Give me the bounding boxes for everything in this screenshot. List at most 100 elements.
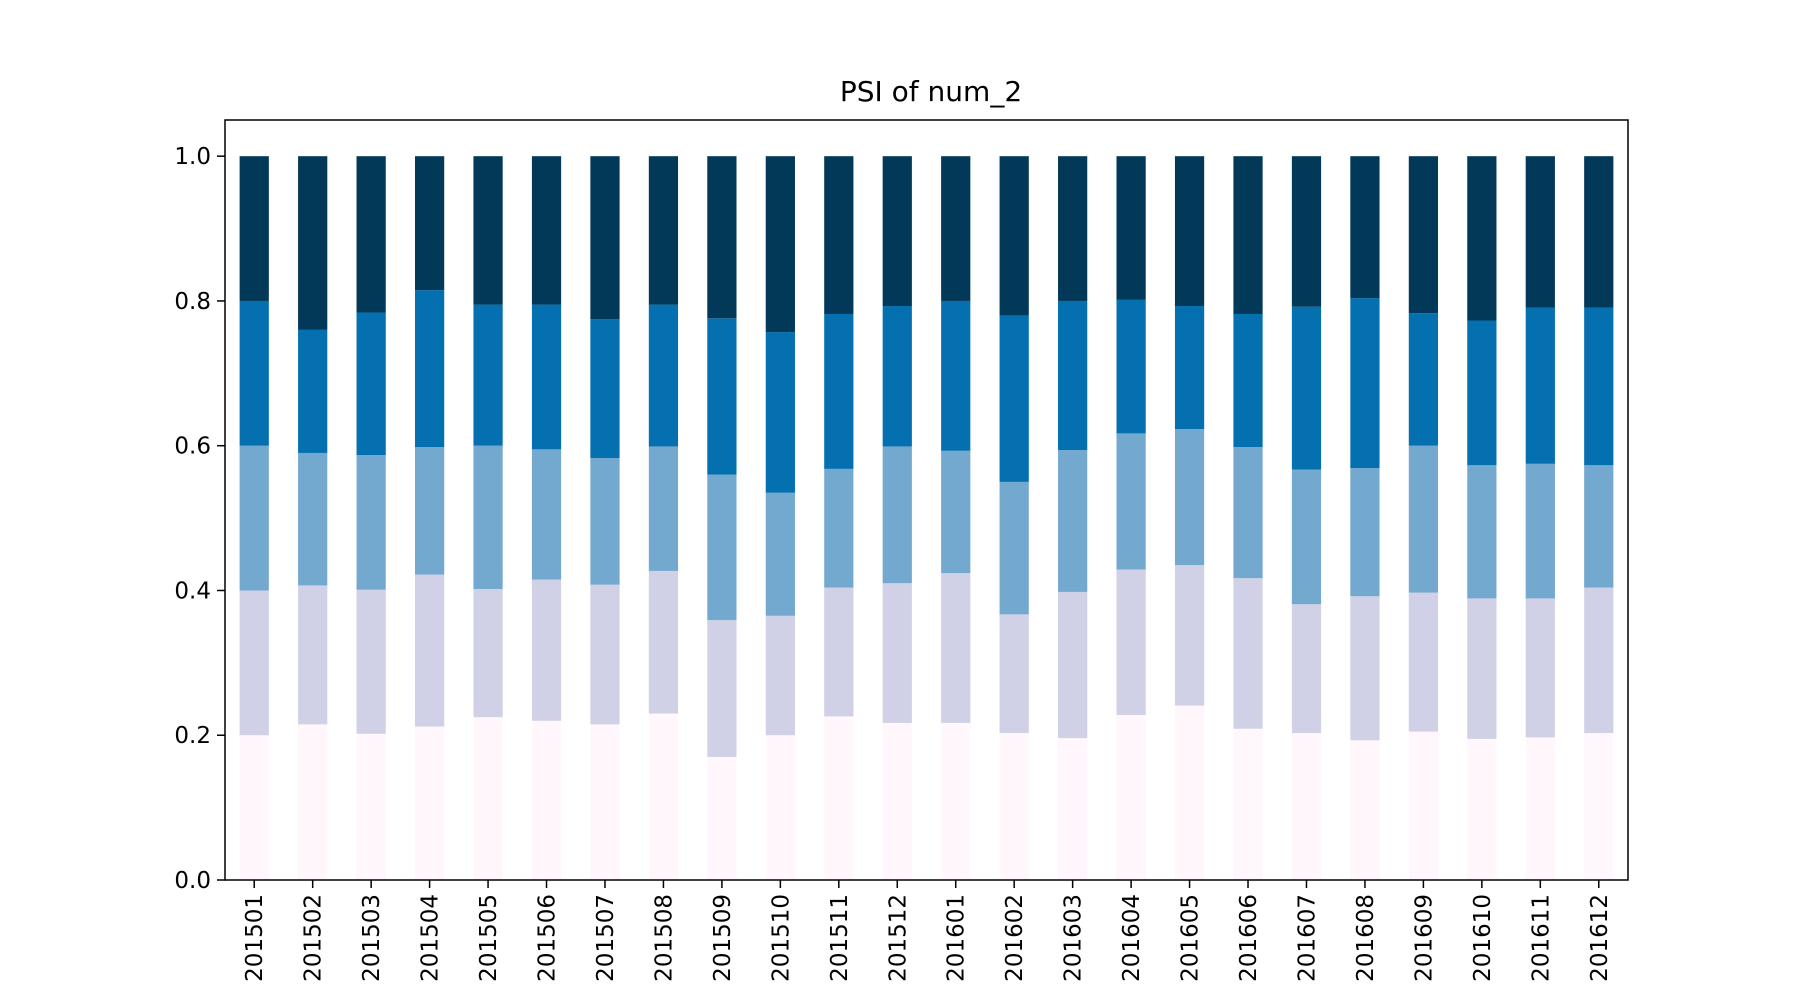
x-tick-label: 201602 — [1002, 894, 1028, 982]
bar-segment-201508-4 — [648, 304, 679, 447]
bar-segment-201511-5 — [824, 156, 854, 314]
bar-segment-201607-3 — [1291, 469, 1322, 605]
bar-segment-201511-4 — [824, 313, 854, 469]
bar-segment-201504-5 — [414, 156, 445, 291]
bar-segment-201501-5 — [239, 156, 269, 301]
bar-segment-201512-5 — [882, 156, 912, 307]
bar-segment-201610-5 — [1467, 156, 1497, 321]
bar-segment-201601-1 — [941, 722, 971, 880]
bar-segment-201502-4 — [298, 329, 328, 453]
bar-segment-201512-1 — [882, 722, 912, 880]
bar-segment-201501-2 — [239, 590, 269, 736]
bar-segment-201502-3 — [298, 452, 328, 586]
bar-segment-201505-2 — [473, 589, 503, 718]
y-axis: 0.0 0.2 0.4 0.6 0.8 1.0 — [174, 144, 225, 894]
bar-segment-201510-2 — [765, 615, 795, 736]
bar-segment-201504-1 — [414, 726, 445, 880]
bar-segment-201605-4 — [1174, 306, 1205, 430]
bar-segment-201609-2 — [1408, 592, 1439, 732]
x-tick-label: 201508 — [651, 894, 677, 982]
bar-segment-201611-3 — [1525, 463, 1555, 599]
bar-segment-201611-1 — [1525, 737, 1555, 880]
bar-segment-201608-2 — [1350, 596, 1380, 741]
bar-segment-201609-3 — [1408, 445, 1439, 593]
bar-segment-201607-5 — [1291, 156, 1322, 307]
bar-segment-201603-1 — [1058, 738, 1088, 880]
bar-segment-201606-5 — [1233, 156, 1263, 314]
bar-segment-201604-4 — [1116, 299, 1146, 434]
bar-segment-201611-5 — [1525, 156, 1555, 308]
y-tick-label: 1.0 — [174, 144, 211, 170]
bar-segment-201609-4 — [1408, 313, 1439, 446]
bar-segment-201612-3 — [1584, 465, 1614, 588]
bar-segment-201608-1 — [1350, 740, 1380, 880]
bar-segment-201612-1 — [1584, 733, 1614, 880]
bar-segment-201606-3 — [1233, 447, 1263, 579]
bar-segment-201503-1 — [356, 733, 386, 880]
bar-segment-201608-5 — [1350, 156, 1380, 299]
bar-segment-201609-1 — [1408, 731, 1439, 880]
bar-segment-201611-2 — [1525, 598, 1555, 738]
y-tick-label: 0.2 — [174, 723, 211, 749]
bar-segment-201611-4 — [1525, 307, 1555, 464]
x-tick-label: 201610 — [1470, 894, 1496, 982]
bar-segment-201507-4 — [590, 319, 620, 459]
bar-segment-201510-3 — [765, 492, 795, 616]
bar-segment-201604-3 — [1116, 433, 1146, 570]
bar-segment-201511-2 — [824, 587, 854, 717]
bar-segment-201508-5 — [648, 156, 679, 305]
bar-segment-201503-5 — [356, 156, 386, 313]
bar-segment-201509-4 — [707, 318, 737, 475]
bar-segment-201608-3 — [1350, 468, 1380, 597]
x-tick-label: 201502 — [301, 894, 327, 982]
bar-segment-201604-5 — [1116, 156, 1146, 300]
x-tick-label: 201606 — [1236, 894, 1262, 982]
x-tick-label: 201503 — [359, 894, 385, 982]
bar-segment-201511-1 — [824, 716, 854, 880]
bar-segment-201610-3 — [1467, 465, 1497, 599]
bar-segment-201504-3 — [414, 447, 445, 575]
y-tick-label: 0.4 — [174, 578, 211, 604]
bar-segment-201504-4 — [414, 290, 445, 448]
bar-segment-201509-1 — [707, 756, 737, 880]
bar-segment-201602-5 — [999, 156, 1029, 316]
bar-segment-201504-2 — [414, 574, 445, 727]
bar-segment-201603-5 — [1058, 156, 1088, 301]
bar-segment-201605-3 — [1174, 429, 1205, 566]
bar-segment-201603-3 — [1058, 450, 1088, 592]
x-tick-label: 201609 — [1411, 894, 1437, 982]
bar-segment-201509-5 — [707, 156, 737, 319]
bar-segment-201506-4 — [531, 304, 562, 450]
bar-segment-201606-4 — [1233, 313, 1263, 448]
bar-segment-201610-4 — [1467, 320, 1497, 466]
bar-segment-201506-1 — [531, 720, 562, 880]
x-tick-label: 201505 — [476, 894, 502, 982]
bar-segment-201603-4 — [1058, 300, 1088, 451]
bar-segment-201608-4 — [1350, 298, 1380, 469]
bar-segment-201507-5 — [590, 156, 620, 320]
bar-segment-201607-2 — [1291, 604, 1322, 734]
bars-group — [239, 156, 1614, 880]
bar-segment-201503-3 — [356, 455, 386, 590]
bar-segment-201607-4 — [1291, 306, 1322, 470]
x-tick-label: 201512 — [885, 894, 911, 982]
bar-segment-201503-4 — [356, 312, 386, 456]
bar-segment-201505-4 — [473, 304, 503, 446]
x-tick-label: 201509 — [710, 894, 736, 982]
bar-segment-201511-3 — [824, 468, 854, 588]
bar-segment-201501-4 — [239, 300, 269, 446]
x-tick-label: 201501 — [242, 894, 268, 982]
bar-segment-201605-1 — [1174, 705, 1205, 880]
x-tick-label: 201507 — [593, 894, 619, 982]
bar-segment-201607-1 — [1291, 733, 1322, 880]
bar-segment-201602-3 — [999, 481, 1029, 615]
bar-segment-201505-1 — [473, 717, 503, 880]
bar-segment-201507-3 — [590, 458, 620, 585]
plot-frame — [224, 119, 1629, 881]
bar-segment-201505-5 — [473, 156, 503, 305]
bar-segment-201509-2 — [707, 620, 737, 757]
y-tick-label: 0.8 — [174, 289, 211, 315]
bar-segment-201601-4 — [941, 300, 971, 451]
bar-segment-201512-4 — [882, 306, 912, 447]
